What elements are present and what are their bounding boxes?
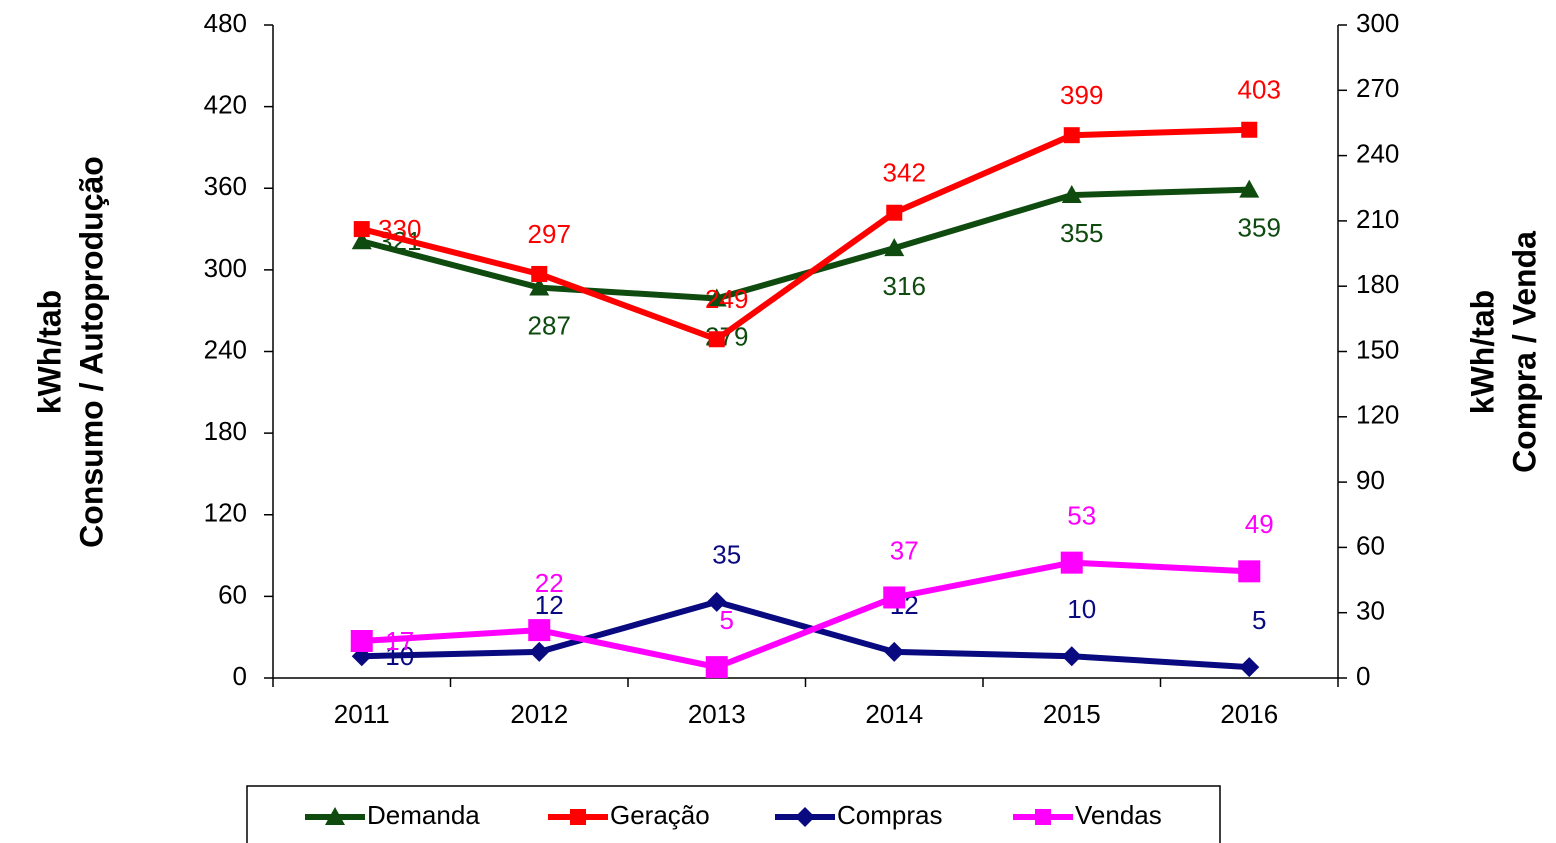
x-tick-label: 2015 xyxy=(1043,699,1101,729)
data-point xyxy=(1241,121,1258,138)
data-point xyxy=(1061,646,1082,667)
data-point xyxy=(1238,560,1261,583)
legend-marker xyxy=(1035,809,1051,825)
y2-tick-label: 90 xyxy=(1356,465,1385,495)
data-point xyxy=(531,265,548,282)
y2-tick-label: 150 xyxy=(1356,334,1399,364)
legend-label: Geração xyxy=(610,800,710,830)
data-label: 37 xyxy=(890,535,919,565)
data-label: 35 xyxy=(712,540,741,570)
y-tick-label: 240 xyxy=(204,334,247,364)
legend-label: Vendas xyxy=(1075,800,1162,830)
data-point xyxy=(529,641,550,662)
series-line xyxy=(361,559,1250,671)
data-label: 5 xyxy=(1252,605,1266,635)
x-tick-label: 2016 xyxy=(1220,699,1278,729)
x-tick-label: 2011 xyxy=(334,699,390,729)
y-tick-label: 60 xyxy=(218,579,247,609)
data-label: 17 xyxy=(385,626,414,656)
data-point xyxy=(1239,657,1260,678)
data-label: 10 xyxy=(1067,594,1096,624)
data-point xyxy=(1239,179,1260,198)
legend-marker xyxy=(795,807,815,827)
data-point xyxy=(351,231,372,250)
x-tick-label: 2014 xyxy=(865,699,923,729)
data-label: 5 xyxy=(720,605,734,635)
y-tick-label: 180 xyxy=(204,416,247,446)
data-point xyxy=(708,331,725,348)
data-label: 22 xyxy=(535,568,564,598)
data-point xyxy=(884,641,905,662)
data-point xyxy=(1060,551,1083,574)
data-label: 287 xyxy=(528,310,571,340)
data-point xyxy=(529,277,550,296)
legend-label: Compras xyxy=(837,800,942,830)
data-point xyxy=(884,238,905,257)
data-point xyxy=(350,629,373,652)
data-label: 399 xyxy=(1060,80,1103,110)
y2-tick-label: 210 xyxy=(1356,204,1399,234)
y-axis-title: Consumo / Autoprodução xyxy=(73,156,109,548)
data-label: 330 xyxy=(378,214,421,244)
data-point xyxy=(1063,127,1080,144)
data-point xyxy=(528,619,551,642)
data-label: 316 xyxy=(883,271,926,301)
data-point xyxy=(883,586,906,609)
y-tick-label: 420 xyxy=(204,90,247,120)
y2-tick-label: 180 xyxy=(1356,269,1399,299)
y-tick-label: 360 xyxy=(204,171,247,201)
y2-tick-label: 300 xyxy=(1356,8,1399,38)
data-label: 403 xyxy=(1238,75,1281,105)
x-tick-label: 2013 xyxy=(688,699,746,729)
data-point xyxy=(705,656,728,679)
y2-tick-label: 30 xyxy=(1356,596,1385,626)
data-label: 355 xyxy=(1060,218,1103,248)
data-label: 342 xyxy=(883,158,926,188)
data-label: 53 xyxy=(1067,501,1096,531)
series-line xyxy=(361,598,1250,671)
y-axis-title: kWh/tab xyxy=(31,290,67,414)
legend-marker xyxy=(325,807,345,825)
data-label: 249 xyxy=(705,284,748,314)
data-point xyxy=(706,288,727,307)
y-tick-label: 0 xyxy=(233,661,247,691)
series-line xyxy=(361,126,1250,343)
data-point xyxy=(353,221,370,238)
data-label: 359 xyxy=(1238,212,1281,242)
legend-label: Demanda xyxy=(367,800,480,830)
data-point xyxy=(706,591,727,612)
data-label: 10 xyxy=(385,641,414,671)
series-line xyxy=(360,186,1250,302)
data-label: 12 xyxy=(535,590,564,620)
y2-tick-label: 60 xyxy=(1356,530,1385,560)
x-tick-label: 2012 xyxy=(510,699,568,729)
legend-marker xyxy=(570,809,586,825)
y2-axis-title: kWh/tab xyxy=(1464,290,1500,414)
data-label: 297 xyxy=(528,219,571,249)
data-point xyxy=(886,204,903,221)
y2-tick-label: 270 xyxy=(1356,73,1399,103)
y2-tick-label: 120 xyxy=(1356,400,1399,430)
y2-tick-label: 0 xyxy=(1356,661,1370,691)
data-label: 49 xyxy=(1245,509,1274,539)
y-tick-label: 120 xyxy=(204,498,247,528)
y2-axis-title: Compra / Venda xyxy=(1506,231,1542,473)
y-tick-label: 300 xyxy=(204,253,247,283)
data-point xyxy=(1061,185,1082,204)
y-tick-label: 480 xyxy=(204,8,247,38)
y2-tick-label: 240 xyxy=(1356,138,1399,168)
